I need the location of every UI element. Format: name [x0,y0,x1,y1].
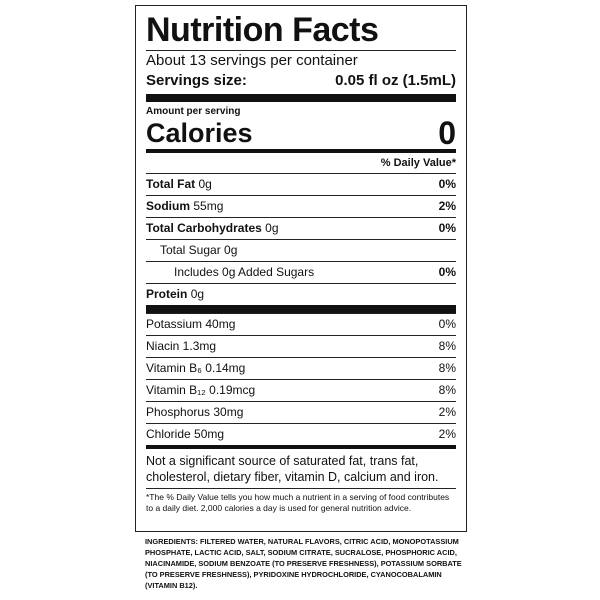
thick-rule [146,305,456,313]
medium-rule [146,149,456,153]
amount-per-serving: Amount per serving [146,106,241,117]
daily-value: 8% [438,383,456,397]
ingredients: INGREDIENTS: FILTERED WATER, NATURAL FLA… [145,537,462,590]
micronutrient-row: Chloride 50mg 2% [146,423,456,445]
micronutrient-row: Niacin 1.3mg 8% [146,335,456,357]
nutrient-name: Total Carbohydrates [146,221,262,235]
nutrient-row: Protein 0g [146,283,456,305]
footnote: *The % Daily Value tells you how much a … [146,492,450,513]
nutrient-name: Phosphorus 30mg [146,405,244,419]
nutrition-label: Nutrition Facts About 13 servings per co… [135,5,467,532]
micronutrient-row: Phosphorus 30mg 2% [146,401,456,423]
nutrient-name: Total Sugar 0g [160,243,238,257]
nutrient-name: Total Fat [146,177,196,191]
nutrient-name: Potassium 40mg [146,317,236,331]
servings-per-container: About 13 servings per container [146,52,358,69]
serving-size-value: 0.05 fl oz (1.5mL) [335,72,456,89]
daily-value: 0% [438,317,456,331]
nutrient-name: Protein [146,287,188,301]
nutrient-amount: 55mg [193,199,224,213]
daily-value-header: % Daily Value* [380,157,456,169]
medium-rule [146,445,456,449]
nutrient-name: Vitamin B₁₂ 0.19mcg [146,383,256,397]
nutrient-row: Total Carbohydrates 0g 0% [146,217,456,239]
nutrient-name: Includes 0g Added Sugars [174,265,315,279]
daily-value: 8% [438,361,456,375]
calories: Calories 0 [146,117,456,149]
daily-value: 2% [438,199,456,213]
thick-rule [146,94,456,102]
nutrient-amount: 0g [265,221,279,235]
serving-size-label: Servings size: [146,72,247,89]
not-significant: Not a significant source of saturated fa… [146,454,439,484]
nutrient-name: Chloride 50mg [146,427,225,441]
nutrient-name: Vitamin B₆ 0.14mg [146,361,246,375]
nutrient-row: Total Sugar 0g [146,239,456,261]
nutrient-row: Sodium 55mg 2% [146,195,456,217]
daily-value: 0% [438,221,456,235]
rule [146,50,456,51]
micronutrients: Potassium 40mg 0% Niacin 1.3mg 8% Vitamin B₆… [146,313,456,445]
title: Nutrition Facts [146,11,379,49]
nutrient-amount: 0g [198,177,212,191]
nutrient-row: Includes 0g Added Sugars 0% [146,261,456,283]
nutrient-name: Sodium [146,199,190,213]
calories-value: 0 [438,115,456,151]
micronutrient-row: Potassium 40mg 0% [146,313,456,335]
calories-label: Calories [146,118,253,148]
serving-size: Servings size: 0.05 fl oz (1.5mL) [146,71,456,94]
daily-value: 0% [438,265,456,279]
nutrient-amount: 0g [190,287,205,301]
rule [146,488,456,489]
nutrient-name: Niacin 1.3mg [146,339,217,353]
micronutrient-row: Vitamin B₆ 0.14mg 8% [146,357,456,379]
daily-value: 8% [438,339,456,353]
daily-value: 0% [438,177,456,191]
nutrient-row: Total Fat 0g 0% [146,173,456,195]
micronutrient-row: Vitamin B₁₂ 0.19mcg 8% [146,379,456,401]
daily-value: 2% [438,405,456,419]
daily-value: 2% [438,427,456,441]
